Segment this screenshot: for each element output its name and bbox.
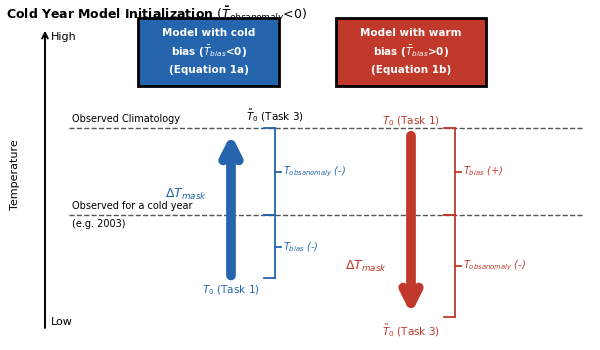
Text: Observed Climatology: Observed Climatology bbox=[72, 113, 180, 124]
Text: $T_0$ (Task 1): $T_0$ (Task 1) bbox=[202, 284, 260, 297]
Text: $\mathbf{Cold\ Year\ Model\ Initialization}$ ($\mathbf{\bar{\it{T}}}_{obsanomaly: $\mathbf{Cold\ Year\ Model\ Initializati… bbox=[6, 5, 307, 26]
Text: (e.g. 2003): (e.g. 2003) bbox=[72, 219, 125, 229]
Text: bias ($\bar{T}_{bias}$>0): bias ($\bar{T}_{bias}$>0) bbox=[373, 43, 449, 60]
Text: $T_{bias}$ (+): $T_{bias}$ (+) bbox=[463, 165, 503, 178]
Text: $T_0$ (Task 1): $T_0$ (Task 1) bbox=[382, 114, 440, 128]
Text: Low: Low bbox=[51, 317, 73, 327]
Text: $\Delta \mathit{T}_{mask}$: $\Delta \mathit{T}_{mask}$ bbox=[165, 187, 207, 202]
Text: $\Delta \mathit{T}_{mask}$: $\Delta \mathit{T}_{mask}$ bbox=[345, 258, 387, 274]
Text: (Equation 1b): (Equation 1b) bbox=[371, 65, 451, 75]
Text: $T_{bias}$ (-): $T_{bias}$ (-) bbox=[283, 240, 319, 253]
Text: (Equation 1a): (Equation 1a) bbox=[169, 65, 248, 75]
Text: $T_{obsanomaly}$ (-): $T_{obsanomaly}$ (-) bbox=[463, 259, 526, 273]
Text: Model with cold: Model with cold bbox=[162, 28, 255, 38]
Text: $T_{obsanomaly}$ (-): $T_{obsanomaly}$ (-) bbox=[283, 164, 346, 179]
Text: $\tilde{T}_0$ (Task 3): $\tilde{T}_0$ (Task 3) bbox=[246, 107, 304, 124]
Text: bias ($\bar{T}_{bias}$<0): bias ($\bar{T}_{bias}$<0) bbox=[170, 43, 247, 60]
FancyBboxPatch shape bbox=[336, 18, 486, 86]
Text: High: High bbox=[51, 32, 77, 42]
Text: Model with warm: Model with warm bbox=[360, 28, 462, 38]
Text: Temperature: Temperature bbox=[10, 140, 20, 210]
Text: Observed for a cold year: Observed for a cold year bbox=[72, 201, 193, 211]
Text: $\tilde{T}_0$ (Task 3): $\tilde{T}_0$ (Task 3) bbox=[382, 322, 440, 339]
FancyBboxPatch shape bbox=[138, 18, 279, 86]
